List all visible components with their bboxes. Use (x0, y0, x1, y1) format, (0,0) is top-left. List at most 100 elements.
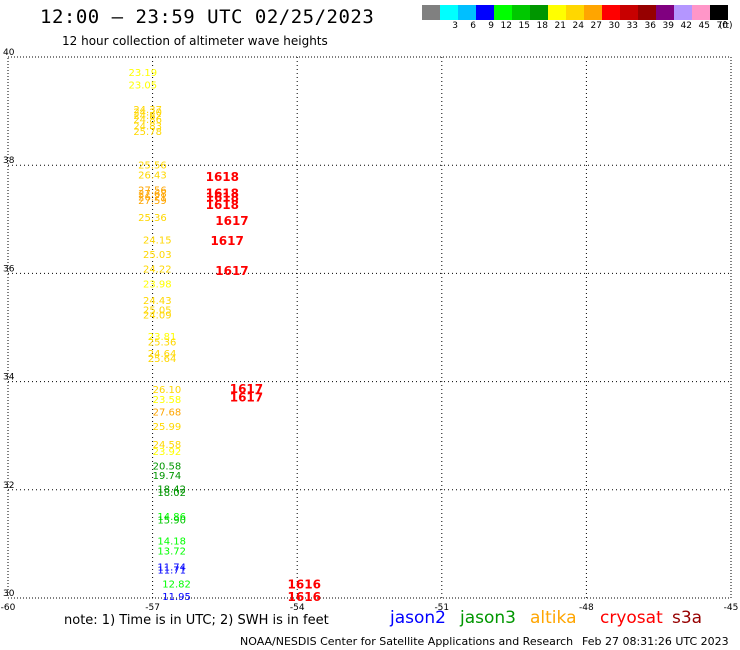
wave-height-value: 24.37 (133, 105, 162, 116)
legend-label: 36 (644, 21, 656, 31)
legend-unit: (ft) (719, 21, 733, 31)
wave-height-value: 13.72 (157, 546, 186, 557)
wave-height-value: 25.03 (143, 250, 172, 261)
legend-label: 27 (590, 21, 602, 31)
latitude-tick-label: 34 (3, 373, 15, 383)
wave-height-value: 24.83 (133, 122, 162, 133)
wave-height-value: 23.58 (153, 395, 182, 406)
wave-height-value: 18.42 (157, 485, 186, 496)
wave-height-value: 27.56 (138, 186, 167, 197)
wave-height-value: 25.05 (143, 306, 172, 317)
legend-swatch (620, 5, 638, 20)
page-subtitle: 12 hour collection of altimeter wave hei… (62, 34, 328, 48)
wave-height-value: 12.82 (162, 579, 191, 590)
pass-time-label: 1618 (206, 191, 239, 205)
pass-time-label: 1617 (215, 264, 248, 278)
legend-label: 33 (626, 21, 638, 31)
wave-height-value: 24.58 (153, 440, 182, 451)
legend-label: 39 (662, 21, 674, 31)
latitude-tick-label: 38 (3, 156, 15, 166)
wave-height-value: 25.36 (148, 338, 177, 349)
wave-height-value: 18.02 (157, 488, 186, 499)
legend-label: 42 (680, 21, 692, 31)
page-title: 12:00 – 23:59 UTC 02/25/2023 (40, 6, 375, 28)
legend-swatch (476, 5, 494, 20)
longitude-tick-label: -54 (290, 603, 305, 613)
legend-label: 6 (470, 21, 476, 31)
legend-label: 45 (698, 21, 710, 31)
legend-label: 9 (488, 21, 494, 31)
legend-label: 21 (554, 21, 566, 31)
legend-swatch (584, 5, 602, 20)
wave-height-value: 14.86 (157, 512, 186, 523)
wave-height-value: 23.19 (129, 68, 158, 79)
wave-height-value: 24.20 (133, 108, 162, 119)
wave-height-value: 23.92 (153, 447, 182, 458)
footer-note: note: 1) Time is in UTC; 2) SWH is in fe… (64, 613, 329, 628)
pass-time-label: 1617 (210, 234, 243, 248)
legend-swatch (548, 5, 566, 20)
legend-label: 18 (536, 21, 548, 31)
wave-height-value: 26.43 (138, 170, 167, 181)
longitude-tick-label: -48 (579, 603, 594, 613)
legend-swatch (422, 5, 440, 20)
wave-height-value: 19.74 (153, 471, 182, 482)
map-frame (7, 56, 732, 599)
legend-label: 12 (500, 21, 512, 31)
generated-timestamp: Feb 27 08:31:26 UTC 2023 (582, 635, 729, 648)
wave-height-value: 27.59 (138, 196, 167, 207)
legend-label: 15 (518, 21, 530, 31)
wave-height-value: 24.22 (143, 265, 172, 276)
legend-swatch (692, 5, 710, 20)
wave-height-value: 24.09 (143, 311, 172, 322)
wave-height-value: 27.68 (138, 189, 167, 200)
pass-time-label: 1617 (215, 214, 248, 228)
legend-swatch (458, 5, 476, 20)
wave-height-value: 15.90 (157, 516, 186, 527)
latitude-tick-label: 30 (3, 589, 15, 599)
wave-height-value: 25.56 (138, 161, 167, 172)
legend-label (422, 21, 440, 33)
wave-height-value: 25.36 (138, 213, 167, 224)
pass-time-label: 1617 (230, 382, 263, 396)
wave-height-value: 25.99 (153, 422, 182, 433)
wave-height-value: 24.82 (133, 111, 162, 122)
satellite-name-jason3: jason3 (460, 608, 516, 628)
pass-time-label: 1618 (206, 198, 239, 212)
longitude-tick-label: -57 (145, 603, 160, 613)
wave-height-value: 23.81 (148, 332, 177, 343)
wave-height-value: 24.15 (143, 235, 172, 246)
wave-height-value: 23.05 (129, 81, 158, 92)
legend-label: 3 (452, 21, 458, 31)
wave-height-value: 11.71 (157, 565, 186, 576)
legend-swatch (710, 5, 728, 20)
wave-height-value: 14.18 (157, 537, 186, 548)
wave-height-legend-labels: 3 6 9 12 15 18 21 24 27 30 33 36 39 42 45 70 (422, 21, 728, 33)
credit-line: NOAA/NESDIS Center for Satellite Applica… (240, 635, 574, 648)
satellite-name-s3a: s3a (672, 608, 703, 628)
wave-height-value: 25.78 (133, 127, 162, 138)
latitude-tick-label: 40 (3, 48, 15, 58)
wave-height-color-legend (422, 5, 728, 20)
longitude-tick-label: -60 (1, 603, 16, 613)
wave-height-value: 24.64 (148, 349, 177, 360)
legend-swatch (530, 5, 548, 20)
legend-swatch (638, 5, 656, 20)
legend-swatch (602, 5, 620, 20)
wave-height-value: 24.43 (143, 296, 172, 307)
latitude-tick-label: 36 (3, 264, 15, 274)
pass-time-label: 1618 (206, 170, 239, 184)
legend-label: 70 (716, 21, 728, 31)
legend-swatch (512, 5, 530, 20)
wave-height-value: 26.21 (138, 193, 167, 204)
pass-time-label: 1616 (288, 577, 321, 591)
satellite-name-cryosat: cryosat (600, 608, 663, 628)
legend-swatch (494, 5, 512, 20)
wave-height-value: 26.10 (153, 385, 182, 396)
pass-time-label: 1618 (206, 186, 239, 200)
legend-swatch (656, 5, 674, 20)
wave-height-value: 25.64 (148, 354, 177, 365)
legend-label: 24 (572, 21, 584, 31)
